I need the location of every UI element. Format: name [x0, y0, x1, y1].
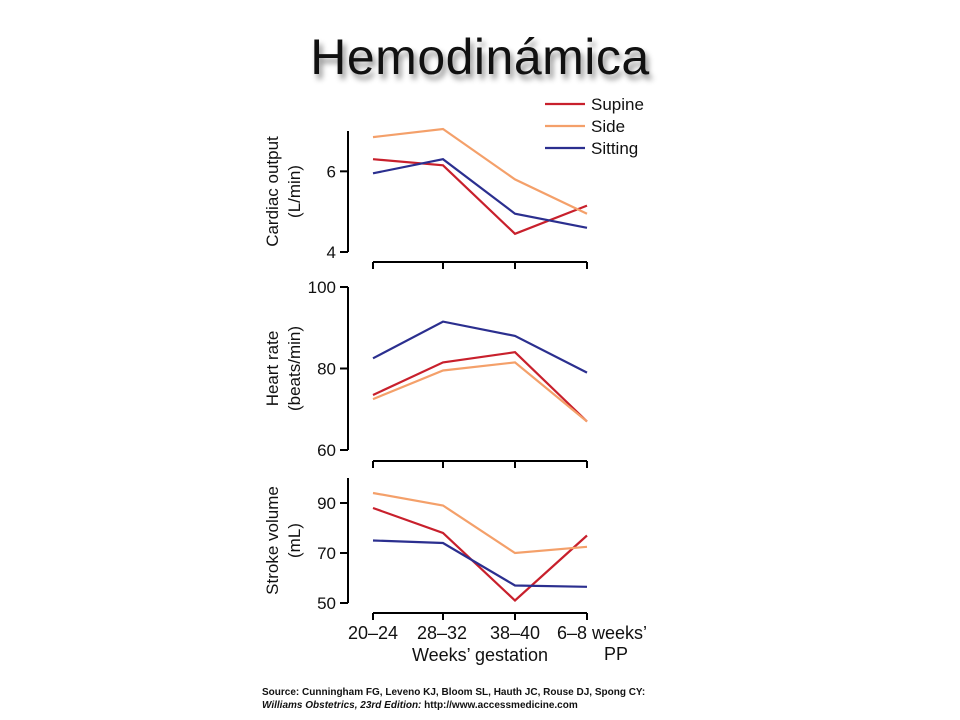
series-line-supine-2 — [372, 506, 588, 602]
y-tick-label-1-0: 60 — [317, 441, 336, 460]
series-line-sitting-1 — [372, 320, 588, 374]
y-tick-label-2-1: 70 — [317, 544, 336, 563]
y-axis-label-0-0: Cardiac output — [263, 136, 282, 247]
series-line-sitting-2 — [372, 539, 588, 588]
series-line-supine-1 — [372, 351, 588, 423]
y-tick-label-2-0: 50 — [317, 594, 336, 613]
y-axis-label-1-0: Heart rate — [263, 331, 282, 407]
x-tick-label-3: 6–8 weeks’ — [557, 623, 647, 643]
y-tick-label-0-0: 4 — [327, 243, 336, 262]
source-url: http://www.accessmedicine.com — [424, 700, 578, 711]
y-axis-label-1-1: (beats/min) — [285, 326, 304, 411]
x-tick-label-2: 38–40 — [490, 623, 540, 643]
y-axis-label-0-1: (L/min) — [285, 165, 304, 218]
series-line-sitting-0 — [372, 158, 588, 229]
legend-label-supine: Supine — [591, 95, 644, 114]
series-line-side-2 — [372, 491, 588, 555]
source-authors: Cunningham FG, Leveno KJ, Bloom SL, Haut… — [302, 687, 646, 698]
y-tick-label-2-2: 90 — [317, 494, 336, 513]
source-citation: Source: Cunningham FG, Leveno KJ, Bloom … — [262, 686, 645, 712]
x-tick-label-1: 28–32 — [417, 623, 467, 643]
y-tick-label-1-2: 100 — [308, 278, 336, 297]
legend-label-side: Side — [591, 117, 625, 136]
slide-title: Hemodinámica — [310, 29, 650, 85]
series-line-side-0 — [372, 127, 588, 215]
x-tick-sublabel-3: PP — [604, 644, 628, 664]
y-axis-label-2-1: (mL) — [285, 523, 304, 558]
x-axis-label: Weeks’ gestation — [412, 645, 548, 665]
series-line-side-1 — [372, 361, 588, 423]
x-tick-label-0: 20–24 — [348, 623, 398, 643]
y-tick-label-0-1: 6 — [327, 162, 336, 181]
source-book: Williams Obstetrics, 23rd Edition: — [262, 700, 422, 711]
y-tick-label-1-1: 80 — [317, 360, 336, 379]
legend-label-sitting: Sitting — [591, 139, 638, 158]
source-label: Source: — [262, 687, 300, 698]
y-axis-label-2-0: Stroke volume — [263, 486, 282, 595]
